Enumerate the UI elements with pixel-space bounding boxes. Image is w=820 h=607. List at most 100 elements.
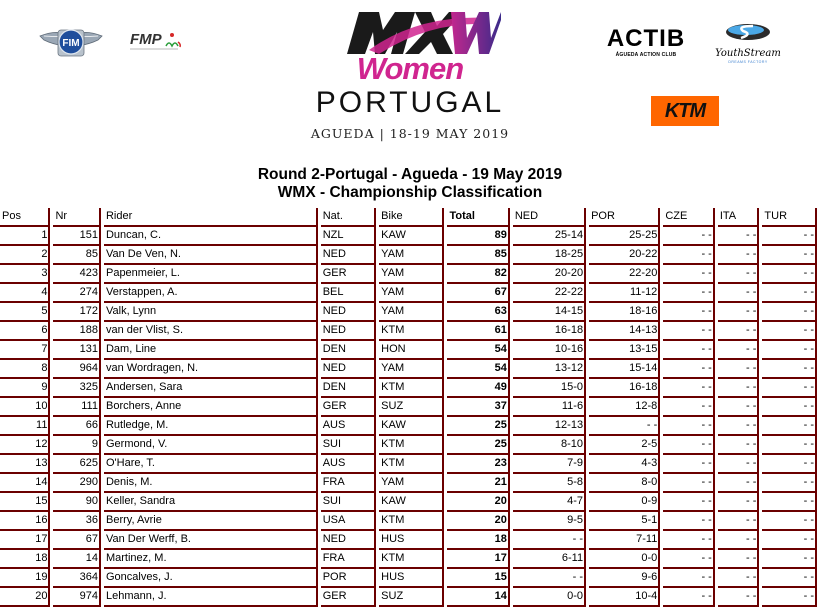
cell-ita: - - (717, 531, 760, 550)
cell-tur: - - (762, 474, 817, 493)
cell-nr: 67 (53, 531, 101, 550)
cell-por: 9-6 (589, 569, 661, 588)
cell-nr: 151 (53, 227, 101, 246)
cell-bike: HON (379, 341, 445, 360)
cell-cze: - - (663, 436, 715, 455)
cell-pos: 10 (0, 398, 51, 417)
cell-tur: - - (762, 360, 817, 379)
cell-nat: DEN (320, 379, 377, 398)
cell-tur: - - (762, 417, 817, 436)
cell-bike: KTM (379, 550, 445, 569)
cell-ita: - - (717, 227, 760, 246)
cell-ned: 18-25 (512, 246, 587, 265)
cell-nr: 625 (53, 455, 101, 474)
cell-pos: 12 (0, 436, 51, 455)
cell-rider: van der Vlist, S. (103, 322, 318, 341)
cell-rider: Germond, V. (103, 436, 318, 455)
cell-nat: NED (320, 360, 377, 379)
cell-total: 54 (447, 341, 510, 360)
cell-por: 13-15 (589, 341, 661, 360)
cell-total: 37 (447, 398, 510, 417)
cell-bike: YAM (379, 474, 445, 493)
cell-tur: - - (762, 455, 817, 474)
table-row: 19 364 Goncalves, J. POR HUS 15- -9-6- -- -- … (0, 569, 817, 588)
cell-nat: GER (320, 265, 377, 284)
cell-cze: - - (663, 550, 715, 569)
cell-cze: - - (663, 379, 715, 398)
cell-ned: 20-20 (512, 265, 587, 284)
cell-pos: 8 (0, 360, 51, 379)
table-body: 1 151 Duncan, C. NZL KAW 89 25-14 25-25- -- -- … (0, 227, 817, 607)
table-row: 13 625 O'Hare, T. AUS KTM 23 7-9 4-3- -- -- - (0, 455, 817, 474)
cell-bike: KTM (379, 512, 445, 531)
cell-ned: - - (512, 531, 587, 550)
cell-nat: SUI (320, 493, 377, 512)
table-row: 8 964 van Wordragen, N. NED YAM 54 13-12 15-14-… (0, 360, 817, 379)
cell-nr: 364 (53, 569, 101, 588)
cell-cze: - - (663, 569, 715, 588)
cell-por: 14-13 (589, 322, 661, 341)
event-women-text: Women (356, 51, 464, 86)
cell-ita: - - (717, 436, 760, 455)
title-classification: WMX - Championship Classification (277, 184, 543, 201)
cell-ita: - - (717, 493, 760, 512)
cell-total: 23 (447, 455, 510, 474)
cell-ita: - - (717, 455, 760, 474)
col-header-nat: Nat. (320, 208, 377, 227)
cell-por: 12-8 (589, 398, 661, 417)
col-header-total: Total (447, 208, 510, 227)
cell-tur: - - (762, 379, 817, 398)
table-row: 16 36 Berry, Avrie USA KTM 20 9-5 5-1- -- -- - (0, 512, 817, 531)
cell-ita: - - (717, 550, 760, 569)
event-dates-text: AGUEDA | 18-19 MAY 2019 (310, 126, 510, 141)
cell-tur: - - (762, 569, 817, 588)
cell-por: 16-18 (589, 379, 661, 398)
cell-total: 49 (447, 379, 510, 398)
cell-cze: - - (663, 284, 715, 303)
cell-pos: 15 (0, 493, 51, 512)
table-row: 1 151 Duncan, C. NZL KAW 89 25-14 25-25- -- -- … (0, 227, 817, 246)
youthstream-logo: YouthStream DREAMS FACTORY (710, 22, 786, 64)
cell-por: 20-22 (589, 246, 661, 265)
table-row: 17 67 Van Der Werff, B. NED HUS 18- -7-11- --… (0, 531, 817, 550)
cell-por: 0-9 (589, 493, 661, 512)
cell-bike: KAW (379, 417, 445, 436)
actib-logo: ACTIB ÁGUEDA ACTION CLUB (604, 26, 688, 66)
cell-ita: - - (717, 569, 760, 588)
table-row: 14 290 Denis, M. FRA YAM 21 5-8 8-0- -- -- - (0, 474, 817, 493)
cell-nr: 325 (53, 379, 101, 398)
table-row: 12 9 Germond, V. SUI KTM 25 8-10 2-5- -- -- - (0, 436, 817, 455)
cell-ned: 13-12 (512, 360, 587, 379)
cell-total: 67 (447, 284, 510, 303)
cell-ned: 25-14 (512, 227, 587, 246)
cell-cze: - - (663, 341, 715, 360)
cell-por: 22-20 (589, 265, 661, 284)
cell-ned: 12-13 (512, 417, 587, 436)
cell-pos: 1 (0, 227, 51, 246)
cell-tur: - - (762, 265, 817, 284)
cell-cze: - - (663, 455, 715, 474)
cell-tur: - - (762, 512, 817, 531)
cell-nr: 36 (53, 512, 101, 531)
cell-ned: 9-5 (512, 512, 587, 531)
cell-rider: Van Der Werff, B. (103, 531, 318, 550)
fim-wings-icon: FIM (39, 29, 103, 57)
cell-ned: 7-9 (512, 455, 587, 474)
cell-pos: 17 (0, 531, 51, 550)
table-row: 7 131 Dam, Line DEN HON 54 10-16 13-15- -- -- - (0, 341, 817, 360)
cell-ita: - - (717, 246, 760, 265)
fmp-logo: FMP (128, 28, 186, 52)
cell-rider: Berry, Avrie (103, 512, 318, 531)
cell-tur: - - (762, 550, 817, 569)
cell-tur: - - (762, 493, 817, 512)
classification-table: Pos Nr Rider Nat. Bike Total NED POR CZE… (0, 208, 820, 607)
cell-nr: 131 (53, 341, 101, 360)
cell-nr: 274 (53, 284, 101, 303)
cell-bike: YAM (379, 284, 445, 303)
actib-name: ACTIB (606, 25, 686, 52)
cell-total: 61 (447, 322, 510, 341)
cell-cze: - - (663, 246, 715, 265)
cell-ned: 6-11 (512, 550, 587, 569)
cell-rider: Verstappen, A. (103, 284, 318, 303)
youthstream-subtitle: DREAMS FACTORY (728, 60, 768, 64)
